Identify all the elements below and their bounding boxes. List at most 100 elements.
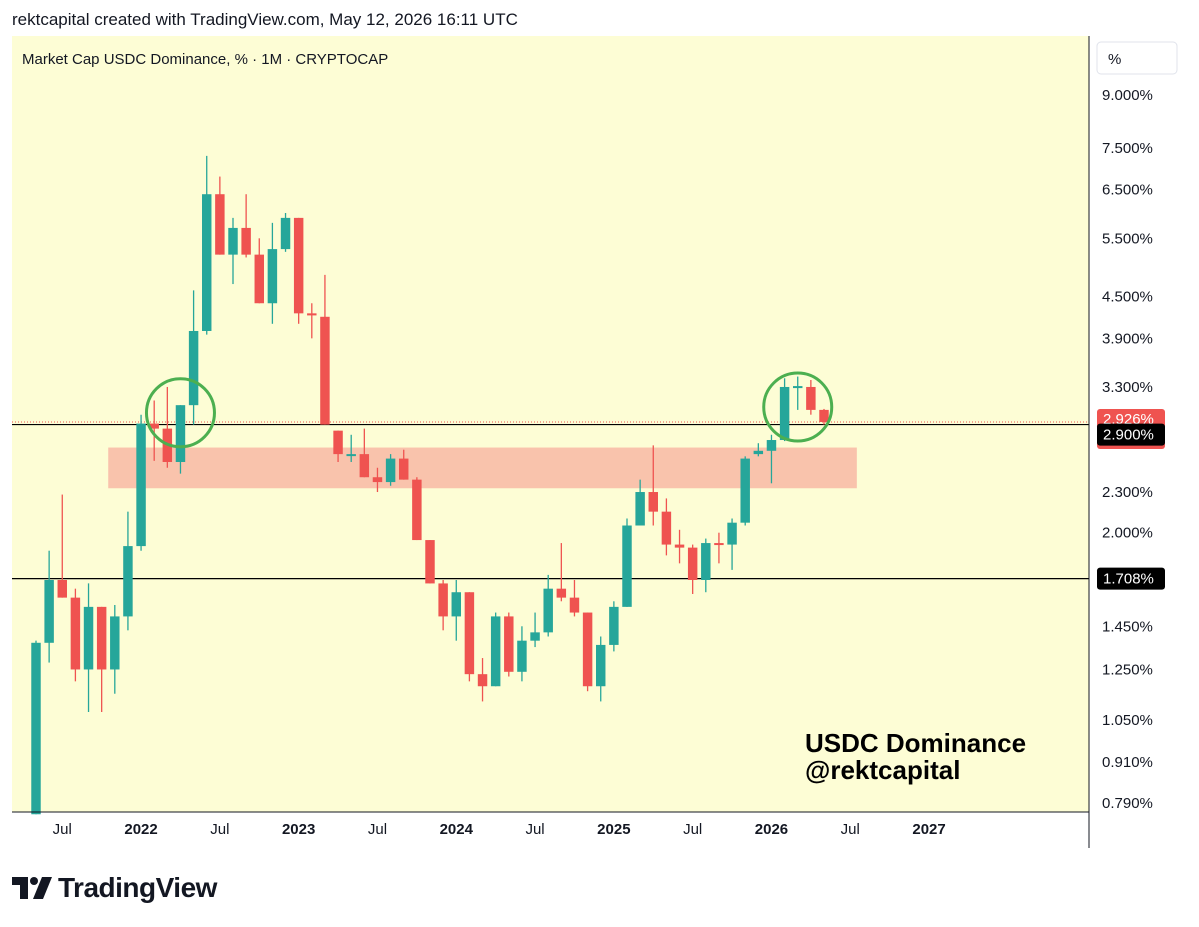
candle xyxy=(110,604,120,694)
annotation-text: USDC Dominance@rektcapital xyxy=(805,728,1026,785)
highlight-circle-0 xyxy=(144,377,216,449)
candle xyxy=(293,217,304,324)
candle-body xyxy=(31,642,41,815)
candle xyxy=(609,601,619,652)
candle xyxy=(425,540,435,584)
candle-body xyxy=(490,616,501,687)
candle-body xyxy=(175,405,186,462)
tradingview-logo-icon xyxy=(12,877,52,899)
candle-body xyxy=(215,194,225,255)
candle xyxy=(228,217,238,285)
candle-body xyxy=(582,612,593,687)
candle xyxy=(766,434,777,484)
candle-body xyxy=(385,458,396,483)
candle xyxy=(714,532,724,564)
candle xyxy=(517,626,527,682)
price-labels-layer: 2.926%19d 8h2.900%1.708% xyxy=(1097,408,1165,590)
candle-body xyxy=(399,458,409,480)
candle xyxy=(136,414,146,551)
candle xyxy=(123,511,133,631)
y-tick-label: 1.050% xyxy=(1102,712,1153,729)
candle-body xyxy=(254,254,264,304)
tradingview-logo[interactable]: TradingView xyxy=(12,872,217,904)
y-tick-label: 5.500% xyxy=(1102,230,1153,247)
y-tick-label: 6.500% xyxy=(1102,182,1153,199)
candle xyxy=(464,592,475,682)
candle xyxy=(530,612,540,648)
candle-body xyxy=(661,511,672,545)
candle-body xyxy=(96,606,107,670)
candle-body xyxy=(241,227,251,255)
candle-body xyxy=(635,492,645,526)
price-label-box xyxy=(1097,567,1165,590)
candle xyxy=(346,434,356,462)
candle xyxy=(451,579,461,641)
candle-body xyxy=(412,479,422,541)
candle-body xyxy=(44,579,54,643)
candle xyxy=(83,583,94,713)
y-tick-label: 2.000% xyxy=(1102,525,1153,542)
candle-body xyxy=(136,423,146,547)
support-zone xyxy=(108,447,857,489)
candle-body xyxy=(701,543,711,580)
candle xyxy=(477,658,488,702)
x-tick-label: Jul xyxy=(683,821,702,838)
annotation-line-0: USDC Dominance xyxy=(805,728,1026,758)
x-tick-label: 2025 xyxy=(597,821,630,838)
candle xyxy=(333,430,343,462)
candle xyxy=(70,588,81,682)
x-tick-label: 2023 xyxy=(282,821,315,838)
candle xyxy=(648,445,658,526)
unit-button[interactable]: % xyxy=(1096,41,1178,75)
y-tick-label: 1.450% xyxy=(1102,618,1153,635)
chart-frame[interactable]: 9.000% 7.500% 6.500% 5.500% 4.500% 3.900% 3.30… xyxy=(12,36,1188,848)
unit-button-label: % xyxy=(1108,51,1121,68)
y-tick-label: 4.500% xyxy=(1102,289,1153,306)
candle-body xyxy=(307,313,317,316)
x-tick-label: Jul xyxy=(368,821,387,838)
candle xyxy=(149,400,159,461)
y-tick-label: 0.910% xyxy=(1102,754,1153,771)
x-tick-label: Jul xyxy=(53,821,72,838)
y-axis-ticks: 9.000% 7.500% 6.500% 5.500% 4.500% 3.900% 3.30… xyxy=(1102,87,1153,812)
candle-body xyxy=(477,674,488,687)
candle-body xyxy=(648,492,658,512)
candle xyxy=(740,456,750,526)
candle-body xyxy=(819,409,829,422)
x-tick-label: 2027 xyxy=(912,821,945,838)
candle-body xyxy=(57,579,67,598)
y-tick-label: 9.000% xyxy=(1102,87,1153,104)
highlight-circle-1 xyxy=(762,371,834,443)
candle-body xyxy=(609,606,619,645)
candle xyxy=(490,612,501,687)
candle-body xyxy=(504,616,514,672)
candle xyxy=(806,379,816,415)
y-tick-label: 1.250% xyxy=(1102,661,1153,678)
y-tick-label: 2.300% xyxy=(1102,484,1153,501)
horizontal-lines-layer xyxy=(12,421,1089,580)
candle xyxy=(793,376,803,410)
candle-body xyxy=(188,330,199,406)
candle xyxy=(687,544,698,595)
candle xyxy=(635,479,645,526)
highlight-circles-layer xyxy=(144,371,834,449)
candle-body xyxy=(123,546,133,617)
candle xyxy=(267,222,278,324)
x-tick-label: Jul xyxy=(525,821,544,838)
usdc-dominance-chart[interactable]: 9.000% 7.500% 6.500% 5.500% 4.500% 3.900% 3.30… xyxy=(12,36,1188,848)
candle xyxy=(779,378,790,442)
candle xyxy=(674,529,685,564)
candle xyxy=(307,303,317,339)
x-tick-label: Jul xyxy=(210,821,229,838)
y-tick-label: 0.790% xyxy=(1102,795,1153,812)
y-tick-label: 3.900% xyxy=(1102,330,1153,347)
candle-body xyxy=(280,217,291,250)
price-label-1: 2.900% xyxy=(1097,423,1165,446)
candle xyxy=(320,274,330,425)
candle-body xyxy=(346,454,356,457)
candle-body xyxy=(714,543,724,546)
candle-body xyxy=(333,430,343,455)
candle-body xyxy=(556,588,567,598)
x-tick-label: Jul xyxy=(841,821,860,838)
chart-title: Market Cap USDC Dominance, % · 1M · CRYP… xyxy=(22,51,388,68)
